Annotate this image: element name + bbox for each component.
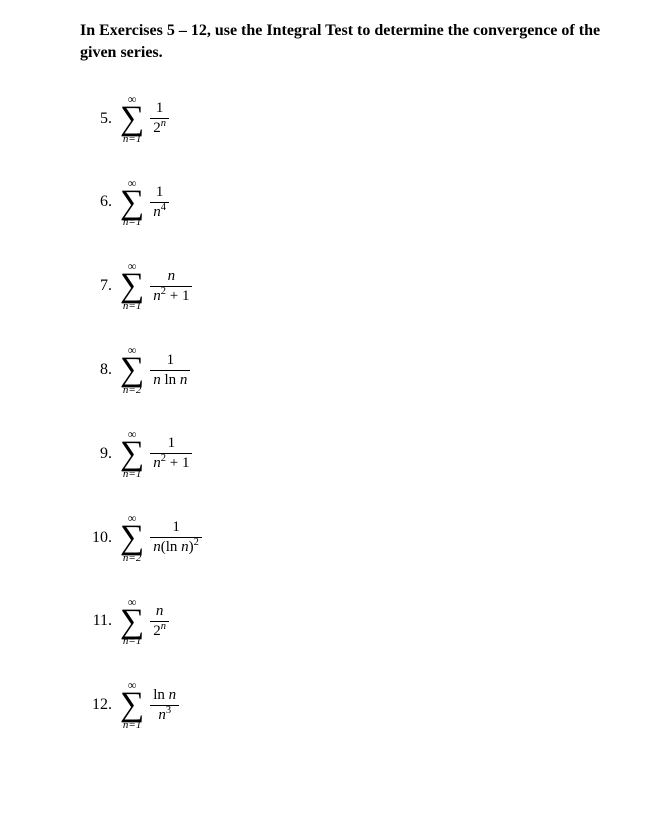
fraction-denominator: n(ln n)2	[150, 538, 202, 557]
problem-row: 10.∞∑n=21n(ln n)2	[80, 512, 647, 564]
page-root: In Exercises 5 – 12, use the Integral Te…	[0, 0, 667, 783]
problem-row: 6.∞∑n=11n4	[80, 177, 647, 229]
fraction-denominator: n3	[155, 706, 174, 725]
problem-number: 7.	[80, 277, 112, 295]
fraction-denominator: n ln n	[150, 371, 190, 390]
sigma-lower: n=1	[123, 301, 141, 312]
problems-list: 5.∞∑n=112n6.∞∑n=11n47.∞∑n=1nn2 + 18.∞∑n=…	[80, 93, 647, 731]
problem-row: 8.∞∑n=21n ln n	[80, 344, 647, 396]
sigma-block: ∞∑n=1	[120, 679, 144, 731]
fraction: 1n ln n	[150, 351, 190, 390]
problem-row: 5.∞∑n=112n	[80, 93, 647, 145]
fraction-denominator: n4	[150, 203, 169, 222]
sigma-block: ∞∑n=1	[120, 93, 144, 145]
fraction-numerator: 1	[153, 183, 167, 202]
fraction-numerator: ln n	[150, 686, 179, 705]
sigma-block: ∞∑n=1	[120, 177, 144, 229]
sigma-icon: ∑	[120, 107, 144, 131]
sigma-icon: ∑	[120, 358, 144, 382]
fraction-denominator: n2 + 1	[150, 454, 192, 473]
fraction: nn2 + 1	[150, 267, 192, 306]
sigma-block: ∞∑n=2	[120, 512, 144, 564]
problem-number: 6.	[80, 193, 112, 211]
sigma-lower: n=1	[123, 720, 141, 731]
fraction: 1n2 + 1	[150, 434, 192, 473]
sigma-icon: ∑	[120, 693, 144, 717]
sigma-block: ∞∑n=1	[120, 596, 144, 648]
sigma-lower: n=1	[123, 217, 141, 228]
fraction-denominator: 2n	[150, 622, 169, 641]
fraction: 1n(ln n)2	[150, 518, 202, 557]
fraction-numerator: 1	[164, 351, 178, 370]
fraction: ln nn3	[150, 686, 179, 725]
sigma-icon: ∑	[120, 191, 144, 215]
problem-row: 9.∞∑n=11n2 + 1	[80, 428, 647, 480]
fraction: 1n4	[150, 183, 169, 222]
sigma-icon: ∑	[120, 442, 144, 466]
problem-number: 8.	[80, 361, 112, 379]
sigma-lower: n=2	[123, 553, 141, 564]
problem-row: 11.∞∑n=1n2n	[80, 596, 647, 648]
sigma-block: ∞∑n=1	[120, 428, 144, 480]
sigma-block: ∞∑n=2	[120, 344, 144, 396]
fraction: 12n	[150, 99, 169, 138]
fraction-denominator: 2n	[150, 119, 169, 138]
fraction-numerator: n	[165, 267, 179, 286]
sigma-icon: ∑	[120, 610, 144, 634]
sigma-lower: n=2	[123, 385, 141, 396]
problem-number: 12.	[80, 696, 112, 714]
problem-number: 5.	[80, 110, 112, 128]
sigma-lower: n=1	[123, 469, 141, 480]
fraction-numerator: 1	[169, 518, 183, 537]
fraction-denominator: n2 + 1	[150, 287, 192, 306]
section-header: In Exercises 5 – 12, use the Integral Te…	[80, 20, 620, 65]
problem-number: 9.	[80, 445, 112, 463]
fraction-numerator: 1	[165, 434, 179, 453]
problem-number: 11.	[80, 612, 112, 630]
problem-row: 12.∞∑n=1ln nn3	[80, 679, 647, 731]
sigma-icon: ∑	[120, 526, 144, 550]
fraction-numerator: 1	[153, 99, 167, 118]
sigma-lower: n=1	[123, 134, 141, 145]
fraction-numerator: n	[153, 602, 167, 621]
sigma-lower: n=1	[123, 636, 141, 647]
sigma-block: ∞∑n=1	[120, 260, 144, 312]
problem-number: 10.	[80, 529, 112, 547]
problem-row: 7.∞∑n=1nn2 + 1	[80, 260, 647, 312]
fraction: n2n	[150, 602, 169, 641]
sigma-icon: ∑	[120, 274, 144, 298]
